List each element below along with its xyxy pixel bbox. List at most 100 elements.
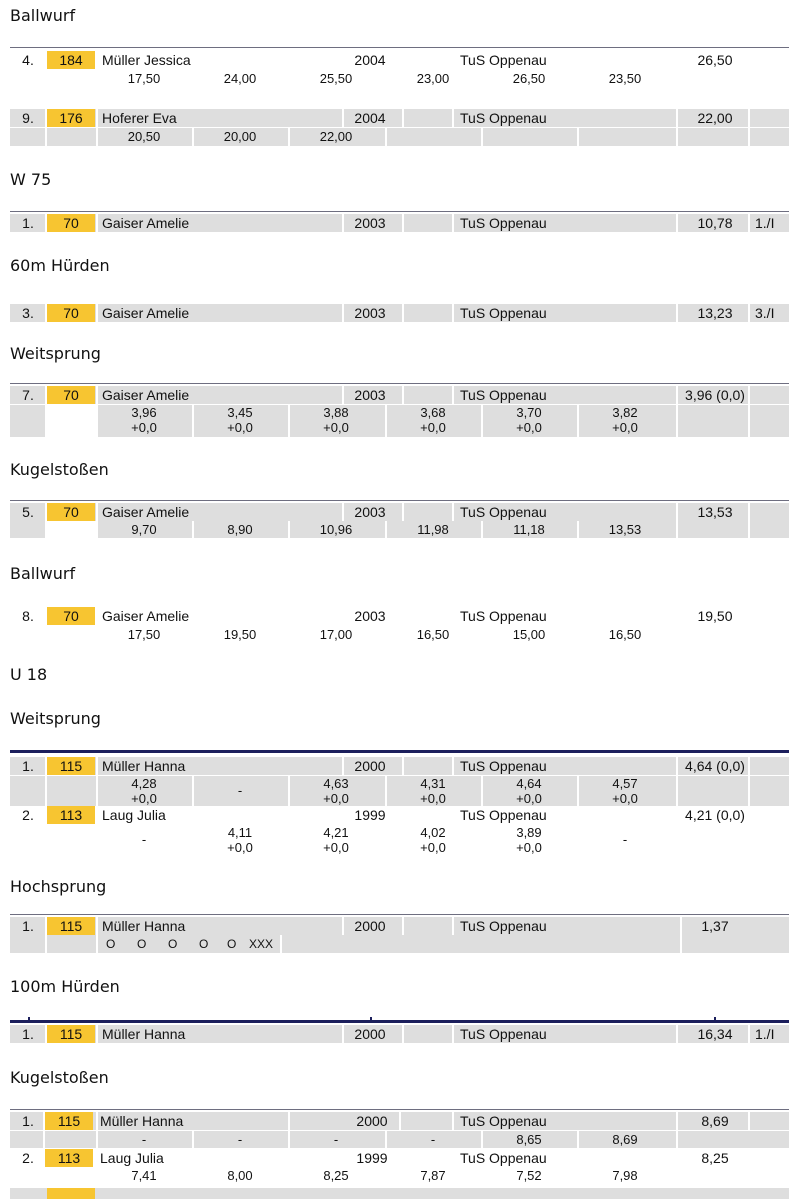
attempts-row: 17,50 24,00 25,50 23,00 26,50 23,50 (10, 70, 789, 88)
attempt: 8,00 (227, 1168, 253, 1183)
place: 8. (22, 608, 34, 624)
attempt: 7,98 (612, 1168, 638, 1183)
section-heading-ballwurf-2: Ballwurf (10, 564, 76, 583)
heights-row: O O O O O XXX (10, 935, 789, 953)
result: 19,50 (697, 608, 733, 624)
attempt: 7,52 (516, 1168, 542, 1183)
table-rule (10, 914, 789, 915)
attempt: 3,82 +0,0 (612, 405, 638, 435)
athlete-name: Gaiser Amelie (102, 504, 190, 520)
athlete-name: Müller Jessica (102, 52, 191, 68)
athlete-name: Müller Hanna (102, 918, 186, 934)
section-heading-weitsprung-u18: Weitsprung (10, 709, 101, 728)
attempt: - (141, 1132, 147, 1147)
rank: 1./I (755, 215, 775, 231)
attempt: 11,18 (513, 522, 545, 537)
bib-badge: 176 (47, 109, 95, 127)
table-rule (10, 383, 789, 384)
attempt: 23,00 (416, 71, 450, 86)
attempt: 13,53 (608, 522, 642, 537)
attempt: 8,69 (612, 1132, 638, 1147)
attempt: 4,28 +0,0 (131, 776, 157, 806)
section-heading-100m-huerden: 100m Hürden (10, 977, 120, 996)
section-heading-ballwurf: Ballwurf (10, 6, 76, 25)
attempts-row: 3,96 +0,0 3,45 +0,0 3,88 +0,0 3,68 +0,0 3,70… (10, 405, 789, 437)
place: 2. (22, 807, 34, 823)
athlete-name: Laug Julia (102, 807, 166, 823)
rank: 3./I (755, 305, 775, 321)
athlete-name: Hoferer Eva (102, 110, 177, 126)
club: TuS Oppenau (460, 1150, 547, 1166)
attempts-row: 17,50 19,50 17,00 16,50 15,00 16,50 (10, 626, 789, 644)
place: 5. (22, 504, 34, 520)
bib-badge: 115 (47, 757, 95, 775)
club: TuS Oppenau (460, 608, 547, 624)
birth-year: 2000 (354, 758, 386, 774)
table-row: 7. 70 Gaiser Amelie 2003 TuS Oppenau 3,9… (10, 386, 789, 404)
bib-badge: 184 (47, 51, 95, 69)
section-heading-weitsprung: Weitsprung (10, 344, 101, 363)
birth-year: 2000 (356, 1113, 388, 1129)
height-attempts: O O O O O XXX (106, 937, 274, 951)
result: 22,00 (697, 110, 733, 126)
club: TuS Oppenau (460, 52, 547, 68)
attempt: 4,02 +0,0 (420, 825, 446, 855)
table-row: 5. 70 Gaiser Amelie 2003 TuS Oppenau 13,… (10, 503, 789, 521)
place: 3. (22, 305, 34, 321)
attempt: - (237, 783, 243, 798)
attempt: 3,68 +0,0 (420, 405, 446, 435)
birth-year: 1999 (356, 1150, 388, 1166)
table-row: 1. 70 Gaiser Amelie 2003 TuS Oppenau 10,… (10, 214, 789, 232)
table-row-partial (10, 1188, 789, 1199)
bib-badge: 113 (47, 806, 95, 824)
attempt: 11,98 (417, 522, 449, 537)
attempt: 7,87 (420, 1168, 446, 1183)
table-row: 4. 184 Müller Jessica 2004 TuS Oppenau 2… (10, 51, 789, 69)
table-rule (10, 500, 789, 501)
place: 9. (22, 110, 34, 126)
club: TuS Oppenau (460, 110, 547, 126)
attempt: - (333, 1132, 339, 1147)
bib-badge: 115 (45, 1112, 93, 1130)
table-rule (10, 47, 789, 48)
attempt: 16,50 (416, 627, 450, 642)
club: TuS Oppenau (460, 918, 547, 934)
bib-badge: 70 (47, 503, 95, 521)
club: TuS Oppenau (460, 1113, 547, 1129)
athlete-name: Gaiser Amelie (102, 387, 190, 403)
result: 1,37 (701, 918, 729, 934)
birth-year: 2003 (354, 608, 386, 624)
attempt: 4,64 +0,0 (516, 776, 542, 806)
athlete-name: Müller Hanna (100, 1113, 184, 1129)
attempt: 8,90 (227, 522, 253, 537)
attempts-row: 4,28 +0,0 - 4,63 +0,0 4,31 +0,0 4,64 +0,0 4,… (10, 776, 789, 806)
attempt: 17,50 (127, 627, 161, 642)
table-rule (10, 1109, 789, 1110)
athlete-name: Gaiser Amelie (102, 305, 190, 321)
attempt: 15,00 (512, 627, 546, 642)
table-rule (10, 750, 789, 753)
table-row: 3. 70 Gaiser Amelie 2003 TuS Oppenau 13,… (10, 304, 789, 322)
attempt: 19,50 (223, 627, 257, 642)
attempt: 25,50 (319, 71, 353, 86)
attempt: 20,50 (127, 129, 161, 144)
result: 4,21 (0,0) (685, 807, 745, 823)
result: 3,96 (0,0) (685, 387, 745, 403)
club: TuS Oppenau (460, 504, 547, 520)
attempts-row: 9,70 8,90 10,96 11,98 11,18 13,53 (10, 521, 789, 538)
section-heading-kugelstossen: Kugelstoßen (10, 460, 109, 479)
result: 8,69 (701, 1113, 729, 1129)
birth-year: 1999 (354, 807, 386, 823)
attempt: 23,50 (608, 71, 642, 86)
place: 2. (22, 1150, 34, 1166)
table-row: 2. 113 Laug Julia 1999 TuS Oppenau 8,25 (10, 1149, 789, 1167)
birth-year: 2000 (354, 1026, 386, 1042)
attempt: 26,50 (512, 71, 546, 86)
column-ticks (10, 1017, 789, 1020)
section-heading-w75: W 75 (10, 170, 52, 189)
attempt: - (430, 1132, 436, 1147)
attempt: - (141, 832, 147, 847)
attempt: 22,00 (319, 129, 353, 144)
birth-year: 2003 (354, 504, 386, 520)
birth-year: 2003 (354, 387, 386, 403)
